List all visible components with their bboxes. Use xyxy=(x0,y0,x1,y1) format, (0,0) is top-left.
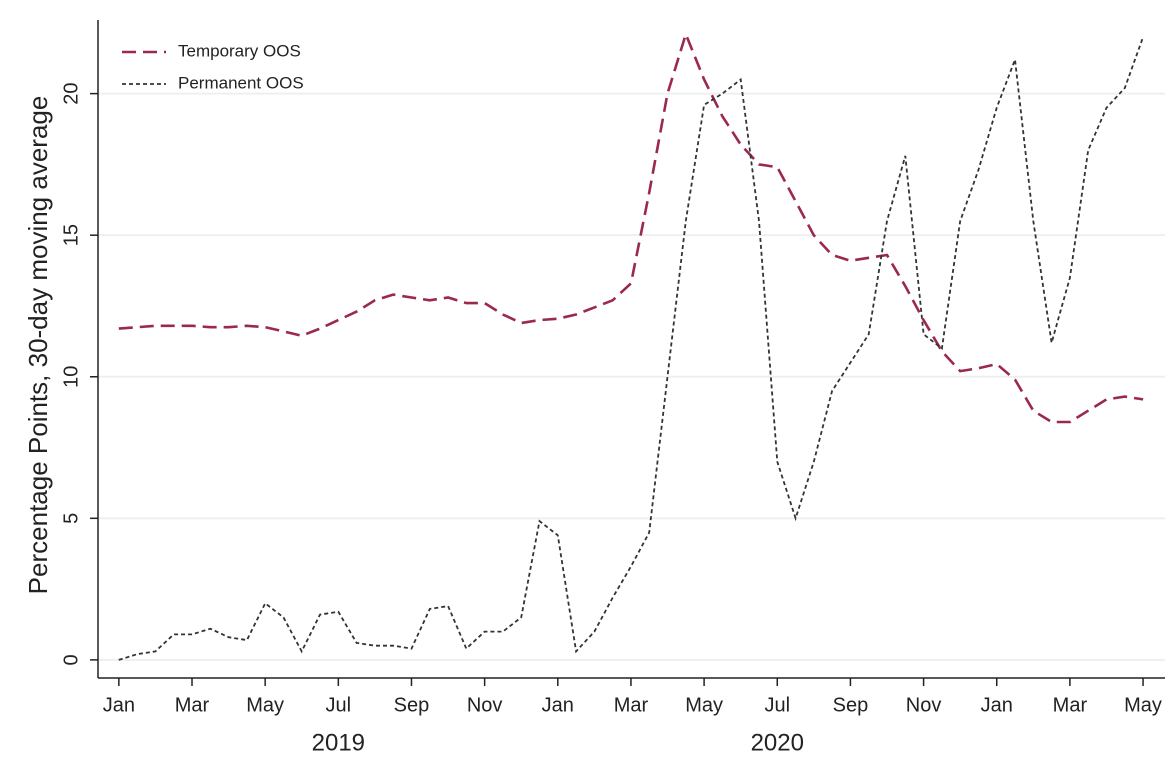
x-tick-label: May xyxy=(1124,694,1162,716)
year-label: 2019 xyxy=(312,729,365,756)
x-tick-label: Mar xyxy=(175,694,210,716)
y-tick-label: 20 xyxy=(60,82,82,104)
x-tick-label: Nov xyxy=(906,694,942,716)
x-tick-label: Nov xyxy=(467,694,503,716)
y-tick-label: 10 xyxy=(60,366,82,388)
y-tick-label: 0 xyxy=(60,654,82,665)
x-tick-label: May xyxy=(685,694,723,716)
x-tick-label: Mar xyxy=(1053,694,1088,716)
x-tick-label: Sep xyxy=(833,694,869,716)
series-line xyxy=(118,30,1144,424)
y-tick-label: 15 xyxy=(60,224,82,246)
x-tick-label: May xyxy=(246,694,284,716)
x-tick-label: Jan xyxy=(103,694,135,716)
series-line xyxy=(118,36,1144,661)
legend-label: Temporary OOS xyxy=(178,41,301,60)
y-axis-label: Percentage Points, 30-day moving average xyxy=(23,96,53,595)
year-label: 2020 xyxy=(751,729,804,756)
x-tick-label: Jul xyxy=(764,694,790,716)
x-tick-label: Sep xyxy=(394,694,430,716)
x-tick-label: Mar xyxy=(614,694,649,716)
x-tick-label: Jan xyxy=(542,694,574,716)
x-tick-label: Jan xyxy=(981,694,1013,716)
x-tick-label: Jul xyxy=(326,694,352,716)
y-tick-label: 5 xyxy=(60,513,82,524)
legend-label: Permanent OOS xyxy=(178,73,304,92)
